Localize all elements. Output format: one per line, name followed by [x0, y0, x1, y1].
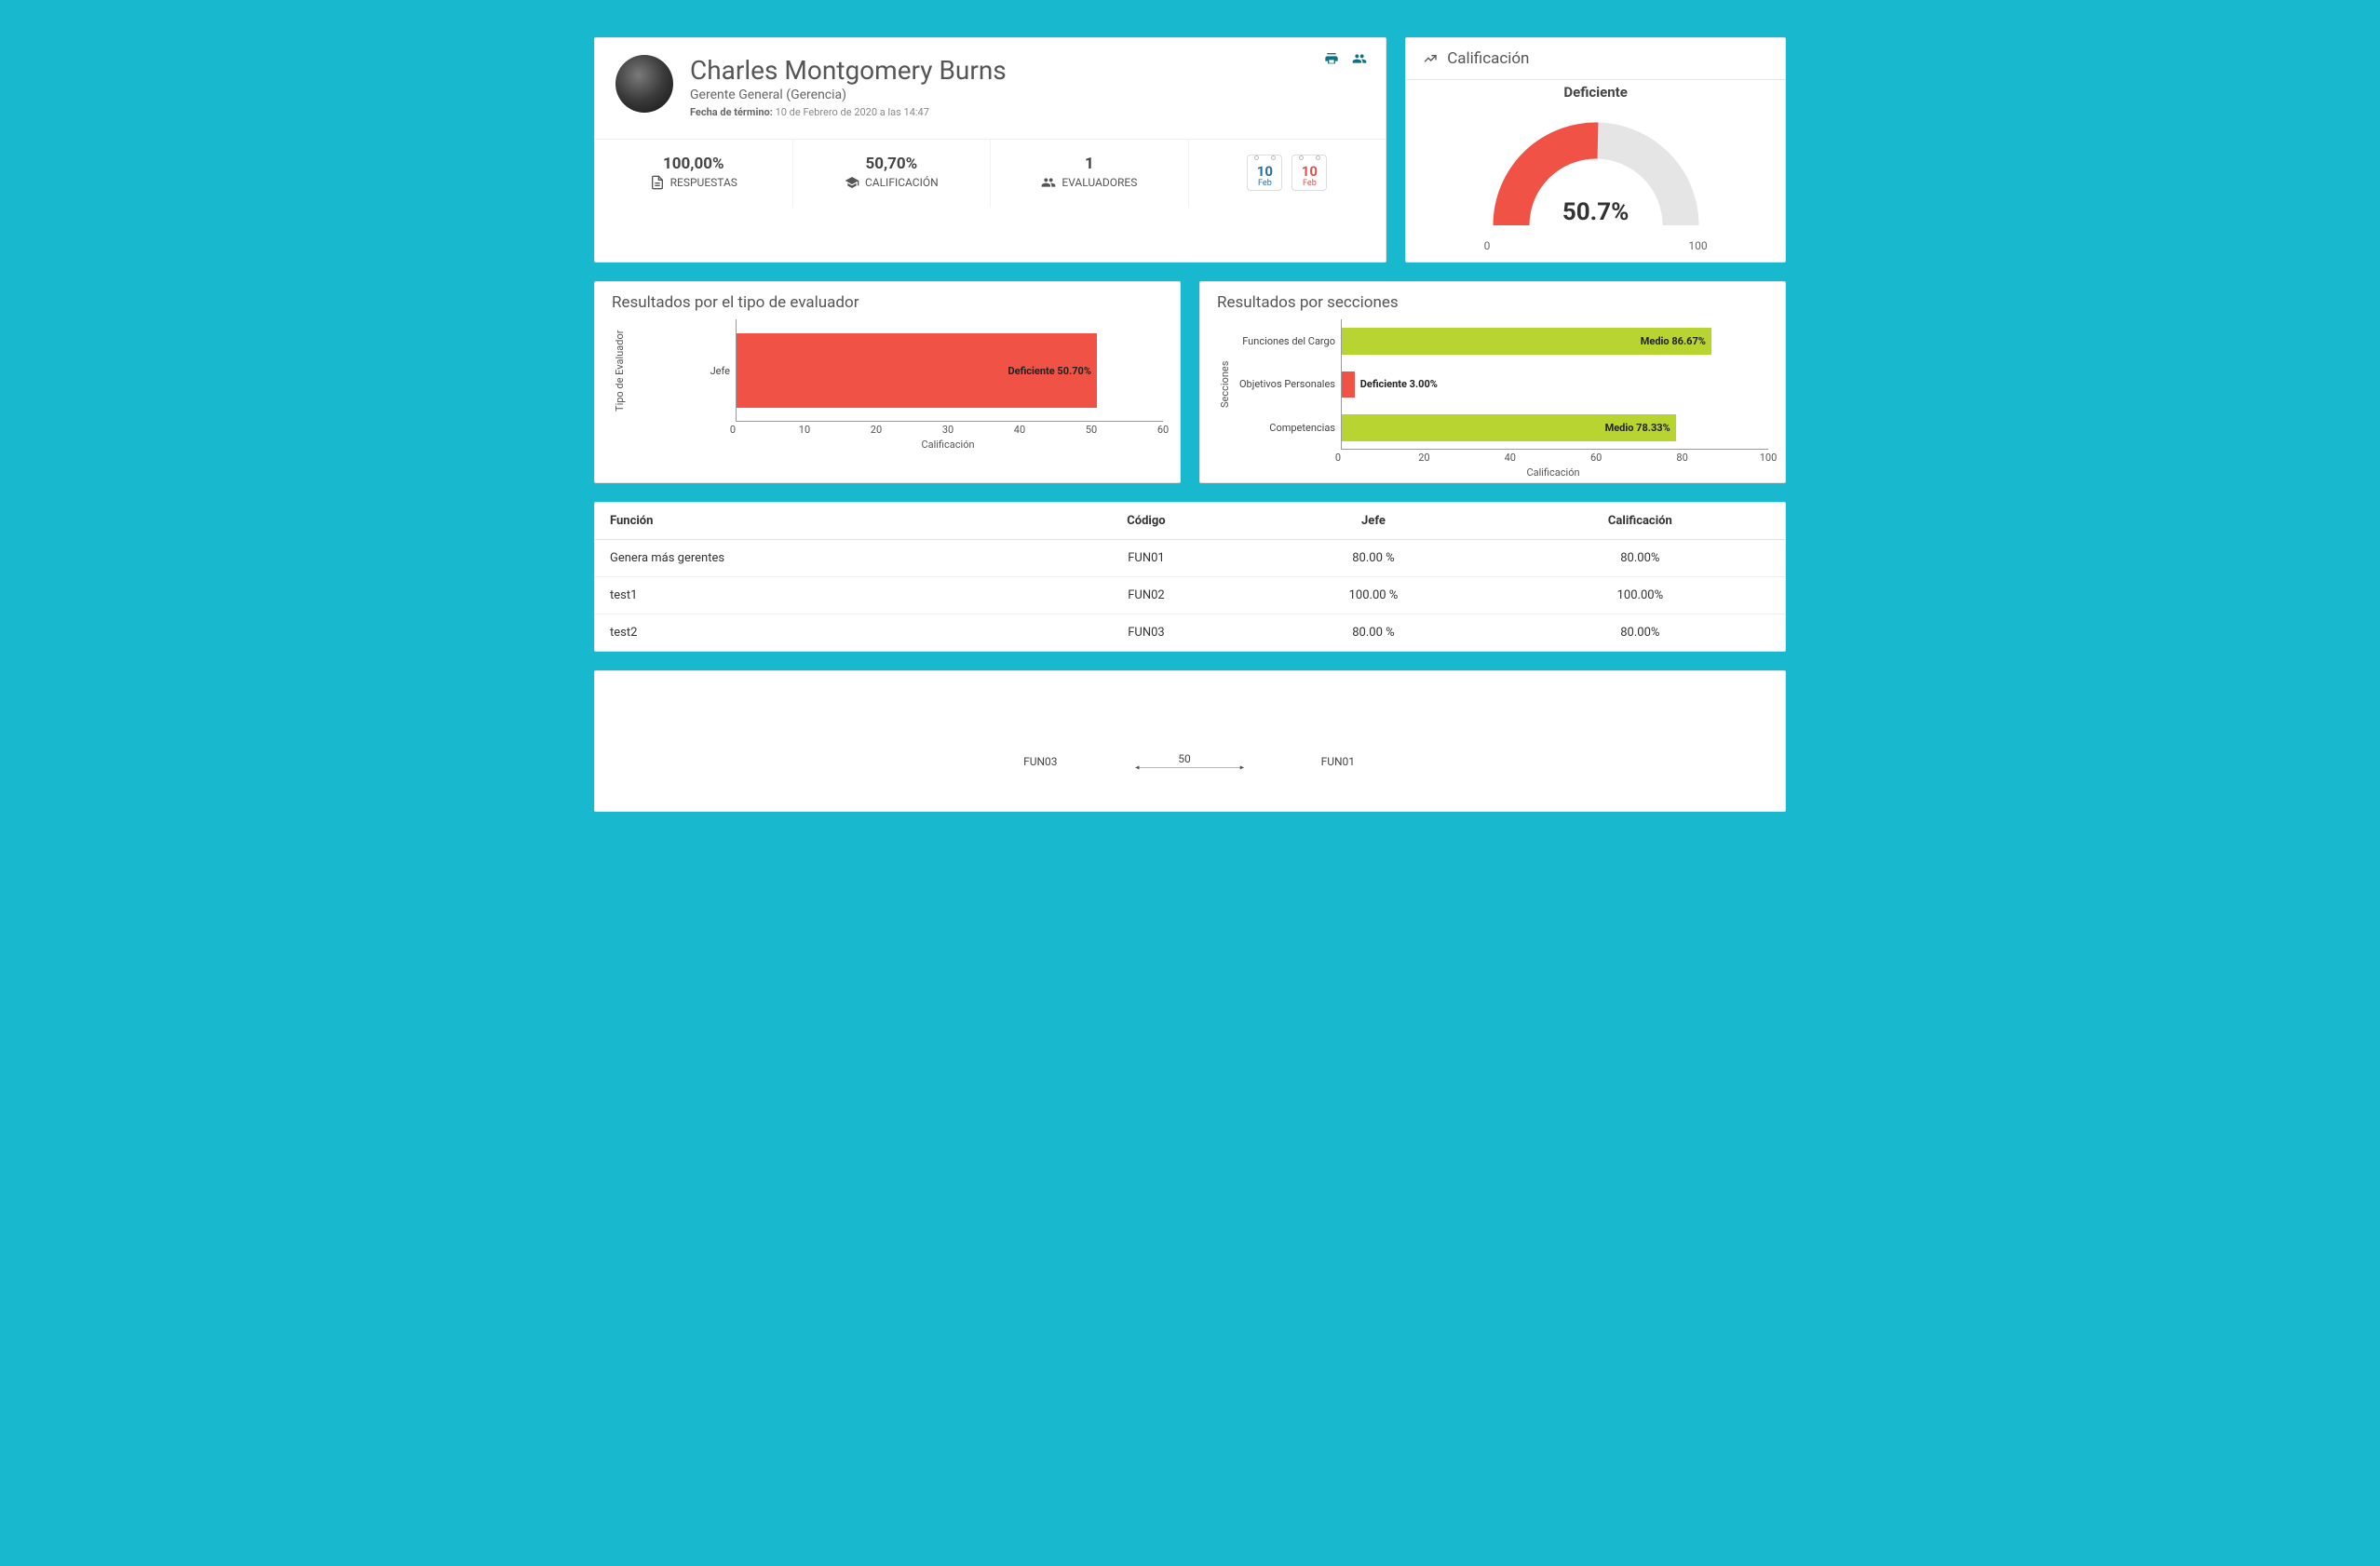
table-cell: 80.00%: [1495, 614, 1785, 652]
calendar-end: 10 Feb: [1291, 155, 1327, 191]
profile-term-label: Fecha de término:: [690, 106, 773, 118]
chart-x-tick: 80: [1676, 452, 1687, 464]
chart-bar-label: Medio 86.67%: [1641, 335, 1706, 347]
calendar-end-month: Feb: [1292, 179, 1326, 190]
chart-x-tick: 20: [1418, 452, 1429, 464]
table-header: Función: [595, 503, 1041, 540]
table-header: Código: [1041, 503, 1251, 540]
table-header: Jefe: [1251, 503, 1495, 540]
avatar: [615, 55, 673, 113]
document-icon: [650, 175, 665, 190]
chart-x-title: Calificación: [1338, 466, 1768, 479]
chart-bar-label: Medio 78.33%: [1605, 422, 1670, 434]
sections-chart-title: Resultados por secciones: [1200, 282, 1785, 312]
table-row: test1FUN02100.00 %100.00%: [595, 577, 1785, 614]
chart-x-tick: 40: [1505, 452, 1516, 464]
stat-score-value: 50,70%: [801, 155, 983, 173]
chart-x-tick: 0: [1335, 452, 1341, 464]
stat-dates: 10 Feb 10 Feb: [1189, 140, 1386, 208]
gauge-max: 100: [1688, 239, 1707, 252]
stat-evaluators: 1 EVALUADORES: [991, 140, 1189, 208]
chart-x-tick: 60: [1590, 452, 1602, 464]
chart-bar: Deficiente 3.00%: [1342, 371, 1355, 398]
print-icon[interactable]: [1324, 51, 1339, 66]
chart-x-tick: 0: [730, 424, 736, 436]
calendar-start: 10 Feb: [1247, 155, 1282, 191]
profile-card: Charles Montgomery Burns Gerente General…: [594, 37, 1386, 263]
chart-x-tick: 20: [871, 424, 882, 436]
calendar-start-day: 10: [1248, 163, 1281, 179]
evaluator-chart-card: Resultados por el tipo de evaluador Tipo…: [594, 281, 1181, 483]
stat-evaluators-label: EVALUADORES: [1062, 176, 1137, 189]
table-cell: 100.00%: [1495, 577, 1785, 614]
evaluator-chart: Tipo de EvaluadorJefe Deficiente 50.70% 0 1…: [595, 312, 1180, 454]
stat-responses: 100,00% RESPUESTAS: [595, 140, 793, 208]
gauge-value: 50.7%: [1475, 198, 1717, 226]
table-cell: 100.00 %: [1251, 577, 1495, 614]
chart-line-icon: [1423, 51, 1438, 66]
table-cell: 80.00 %: [1251, 614, 1495, 652]
calendar-end-day: 10: [1292, 163, 1326, 179]
chart-x-tick: 10: [799, 424, 810, 436]
stat-score: 50,70% CALIFICACIÓN: [793, 140, 992, 208]
table-cell: 80.00%: [1495, 540, 1785, 577]
chart-x-tick: 60: [1157, 424, 1169, 436]
table-cell: FUN01: [1041, 540, 1251, 577]
chart-y-title: Tipo de Evaluador: [612, 319, 628, 422]
table-cell: 80.00 %: [1251, 540, 1495, 577]
chart-y-label: Objetivos Personales: [1233, 378, 1335, 390]
chart-bar: Medio 78.33%: [1342, 414, 1676, 441]
radar-card: FUN03 50 FUN01: [594, 670, 1786, 812]
table-row: test2FUN0380.00 %80.00%: [595, 614, 1785, 652]
chart-y-label: Competencias: [1233, 422, 1335, 434]
radar-chart: FUN03 50 FUN01: [595, 671, 1785, 811]
functions-table: FunciónCódigoJefeCalificaciónGenera más …: [595, 503, 1785, 651]
profile-role: Gerente General (Gerencia): [690, 88, 1007, 102]
calendar-start-month: Feb: [1248, 179, 1281, 190]
evaluator-chart-title: Resultados por el tipo de evaluador: [595, 282, 1180, 312]
chart-bar-label: Deficiente 50.70%: [1007, 365, 1091, 377]
table-cell: FUN02: [1041, 577, 1251, 614]
users-icon: [1041, 175, 1056, 190]
gauge-min: 0: [1484, 239, 1491, 252]
chart-x-tick: 30: [942, 424, 953, 436]
gauge-card: Calificación Deficiente 50.7% 0 100: [1405, 37, 1786, 263]
functions-table-card: FunciónCódigoJefeCalificaciónGenera más …: [594, 502, 1786, 652]
profile-name: Charles Montgomery Burns: [690, 55, 1007, 86]
group-icon[interactable]: [1352, 51, 1367, 66]
table-row: Genera más gerentesFUN0180.00 %80.00%: [595, 540, 1785, 577]
sections-chart: SeccionesFunciones del Cargo Objetivos Pe…: [1200, 312, 1785, 482]
gauge-status-label: Deficiente: [1415, 84, 1776, 101]
stats-row: 100,00% RESPUESTAS 50,70% CALIFICACIÓN 1: [595, 139, 1386, 208]
chart-bar-label: Deficiente 3.00%: [1360, 378, 1438, 390]
profile-term: Fecha de término: 10 de Febrero de 2020 …: [690, 106, 1007, 118]
gauge-title: Calificación: [1447, 49, 1529, 68]
chart-x-tick: 50: [1086, 424, 1097, 436]
chart-y-label: Jefe: [628, 365, 730, 377]
chart-x-tick: 40: [1014, 424, 1025, 436]
chart-x-title: Calificación: [733, 439, 1163, 451]
stat-evaluators-value: 1: [998, 155, 1181, 173]
chart-y-title: Secciones: [1217, 319, 1233, 450]
table-cell: FUN03: [1041, 614, 1251, 652]
sections-chart-card: Resultados por secciones SeccionesFuncio…: [1199, 281, 1786, 483]
table-cell: Genera más gerentes: [595, 540, 1041, 577]
chart-y-label: Funciones del Cargo: [1233, 335, 1335, 347]
table-cell: test1: [595, 577, 1041, 614]
chart-bar: Deficiente 50.70%: [737, 333, 1097, 407]
stat-score-label: CALIFICACIÓN: [865, 176, 939, 189]
stat-responses-value: 100,00%: [602, 155, 785, 173]
table-header: Calificación: [1495, 503, 1785, 540]
graduation-icon: [845, 175, 859, 190]
stat-responses-label: RESPUESTAS: [670, 176, 737, 189]
chart-bar: Medio 86.67%: [1342, 328, 1711, 355]
chart-x-tick: 100: [1760, 452, 1778, 464]
profile-term-value: 10 de Febrero de 2020 a las 14:47: [776, 106, 929, 118]
gauge-chart: 50.7%: [1475, 104, 1717, 237]
table-cell: test2: [595, 614, 1041, 652]
